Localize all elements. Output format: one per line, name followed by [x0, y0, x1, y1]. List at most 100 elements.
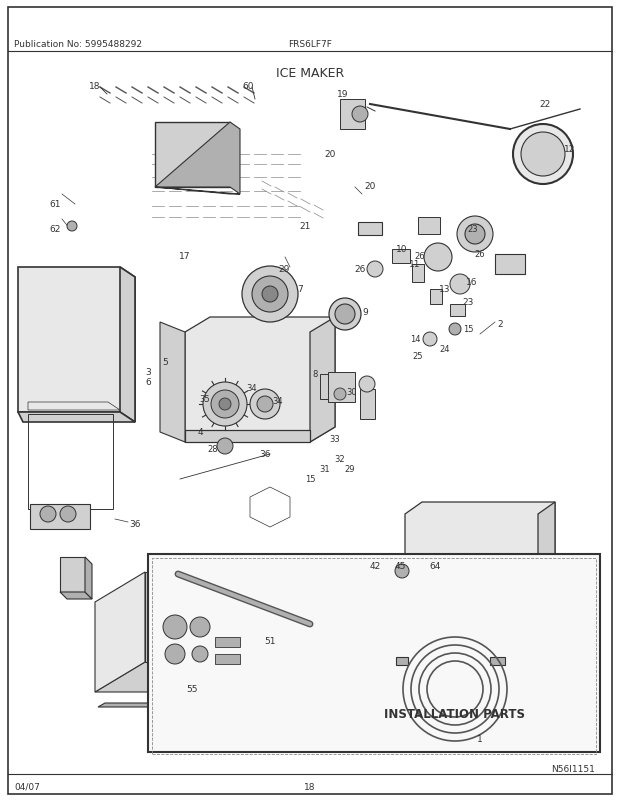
Circle shape — [513, 125, 573, 184]
Polygon shape — [330, 702, 400, 712]
Polygon shape — [186, 581, 198, 654]
Text: 9: 9 — [362, 308, 368, 317]
Circle shape — [163, 615, 187, 639]
Bar — [539, 142, 546, 150]
Polygon shape — [18, 268, 135, 423]
Polygon shape — [95, 573, 145, 692]
Text: 64: 64 — [429, 561, 441, 570]
Text: 19: 19 — [337, 90, 348, 99]
Text: 3: 3 — [145, 367, 151, 376]
Bar — [392, 249, 410, 264]
Polygon shape — [203, 581, 215, 654]
Circle shape — [335, 305, 355, 325]
Bar — [490, 657, 505, 665]
Bar — [360, 390, 375, 419]
Polygon shape — [310, 318, 335, 443]
Circle shape — [242, 267, 298, 322]
Circle shape — [252, 277, 288, 313]
Polygon shape — [254, 581, 266, 654]
Text: 62: 62 — [50, 225, 61, 233]
Text: 36: 36 — [129, 520, 141, 529]
Bar — [450, 305, 465, 317]
Polygon shape — [145, 573, 305, 662]
Circle shape — [457, 217, 493, 253]
Text: 30: 30 — [347, 387, 357, 396]
Text: 26: 26 — [415, 252, 425, 261]
Text: 14: 14 — [410, 334, 420, 343]
Circle shape — [40, 506, 56, 522]
Polygon shape — [98, 703, 265, 707]
Text: 20: 20 — [324, 150, 335, 159]
Circle shape — [192, 646, 208, 662]
Circle shape — [60, 506, 76, 522]
Polygon shape — [85, 557, 92, 599]
Polygon shape — [328, 373, 355, 403]
Bar — [530, 142, 537, 150]
Text: N56I1151: N56I1151 — [551, 764, 595, 773]
Bar — [530, 152, 537, 160]
Bar — [539, 152, 546, 160]
Text: 61: 61 — [49, 200, 61, 209]
Polygon shape — [271, 581, 283, 654]
Circle shape — [424, 244, 452, 272]
Text: 15: 15 — [463, 325, 473, 334]
Circle shape — [257, 396, 273, 412]
Polygon shape — [155, 123, 240, 195]
Bar — [548, 152, 555, 160]
Bar — [495, 255, 525, 274]
Circle shape — [352, 107, 368, 123]
Bar — [412, 265, 424, 282]
Circle shape — [190, 618, 210, 638]
Text: 21: 21 — [299, 221, 311, 231]
Circle shape — [219, 399, 231, 411]
Polygon shape — [60, 557, 85, 592]
Circle shape — [367, 261, 383, 277]
Text: ICE MAKER: ICE MAKER — [276, 67, 344, 80]
Circle shape — [465, 225, 485, 245]
Polygon shape — [120, 268, 135, 423]
Circle shape — [521, 133, 565, 176]
Circle shape — [262, 286, 278, 302]
Bar — [215, 654, 240, 664]
Polygon shape — [220, 581, 232, 654]
Text: 33: 33 — [330, 435, 340, 444]
Text: 36: 36 — [259, 449, 271, 459]
Polygon shape — [305, 557, 330, 662]
Text: 7: 7 — [297, 285, 303, 294]
Polygon shape — [538, 502, 555, 664]
Polygon shape — [358, 223, 382, 236]
Text: 17: 17 — [179, 252, 191, 261]
Circle shape — [250, 390, 280, 419]
Circle shape — [203, 383, 247, 427]
Polygon shape — [288, 581, 300, 654]
Circle shape — [217, 439, 233, 455]
Circle shape — [450, 274, 470, 294]
Polygon shape — [405, 502, 555, 664]
Bar — [320, 375, 340, 399]
Text: 8: 8 — [312, 370, 317, 379]
Text: 35: 35 — [200, 395, 210, 403]
Bar — [430, 290, 442, 305]
Text: Publication No: 5995488292: Publication No: 5995488292 — [14, 40, 142, 49]
Text: ereplacementparts.com: ereplacementparts.com — [190, 423, 340, 436]
Text: 29: 29 — [345, 464, 355, 473]
Text: 18: 18 — [304, 782, 316, 791]
Polygon shape — [169, 581, 181, 654]
Polygon shape — [155, 188, 240, 195]
Circle shape — [67, 221, 77, 232]
Text: FRS6LF7F: FRS6LF7F — [288, 40, 332, 49]
Text: 42: 42 — [370, 561, 381, 570]
Polygon shape — [330, 662, 380, 712]
Text: 26: 26 — [354, 265, 366, 273]
Text: 51: 51 — [264, 636, 276, 645]
Bar — [152, 558, 596, 754]
Polygon shape — [160, 322, 185, 443]
Text: 13: 13 — [439, 285, 451, 294]
Text: 31: 31 — [320, 464, 330, 473]
Polygon shape — [185, 431, 310, 443]
Text: 34: 34 — [273, 396, 283, 406]
Text: 4: 4 — [197, 427, 203, 436]
Polygon shape — [237, 581, 249, 654]
Text: 28: 28 — [208, 444, 218, 453]
Polygon shape — [95, 662, 305, 692]
